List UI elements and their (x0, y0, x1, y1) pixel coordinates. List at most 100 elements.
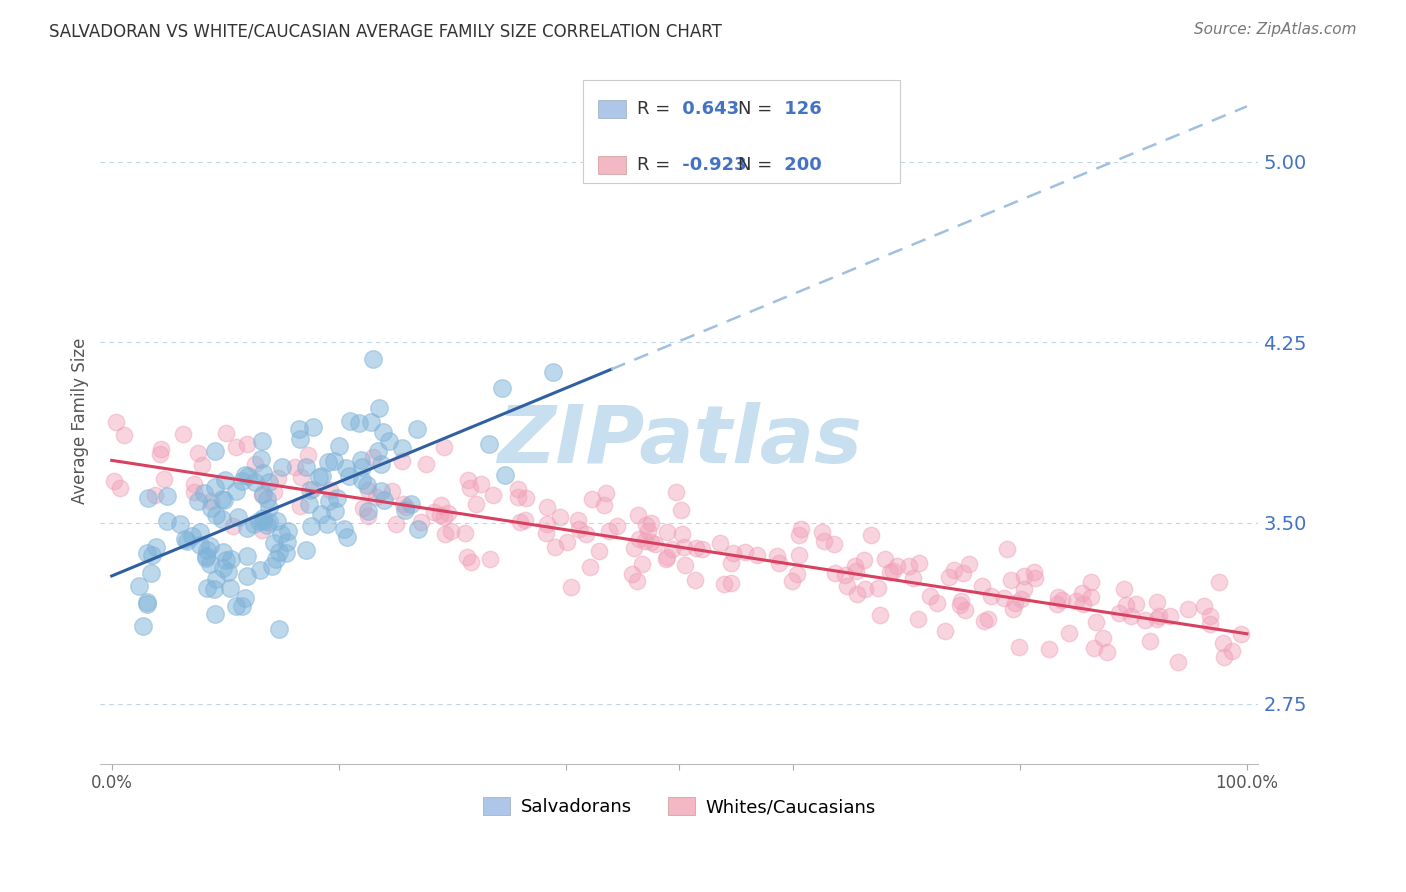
Text: Source: ZipAtlas.com: Source: ZipAtlas.com (1194, 22, 1357, 37)
Point (579, 559, 602, 574)
Text: 200: 200 (778, 156, 821, 174)
Point (1046, 590, 1069, 604)
Point (560, 580, 582, 594)
Point (433, 509, 456, 524)
Point (655, 550, 678, 565)
Point (150, 442, 173, 457)
Point (536, 500, 558, 514)
Point (288, 499, 311, 513)
Point (356, 478, 378, 492)
Point (1198, 608, 1220, 623)
Point (221, 552, 243, 566)
Point (391, 442, 413, 456)
Point (274, 545, 297, 559)
Point (548, 510, 571, 524)
Point (250, 523, 273, 537)
Point (1050, 592, 1073, 607)
Point (193, 486, 215, 500)
Point (813, 534, 835, 549)
Point (1146, 595, 1168, 609)
Point (993, 591, 1015, 605)
Point (347, 416, 370, 430)
Point (713, 577, 735, 591)
Point (454, 526, 477, 541)
Point (1092, 631, 1115, 645)
Point (276, 535, 298, 549)
Point (432, 440, 454, 454)
Point (357, 483, 380, 497)
Point (236, 437, 259, 451)
Point (335, 461, 357, 475)
Point (1022, 565, 1045, 579)
Point (318, 493, 340, 508)
Point (366, 490, 388, 504)
Point (187, 445, 209, 459)
Point (1115, 599, 1137, 613)
Point (394, 503, 416, 517)
Point (136, 491, 159, 506)
Point (766, 549, 789, 563)
Point (235, 569, 257, 583)
Point (350, 460, 373, 475)
Point (112, 428, 135, 442)
Point (325, 491, 347, 505)
Point (866, 581, 889, 595)
Point (135, 546, 157, 560)
Point (360, 415, 382, 429)
Point (190, 524, 212, 539)
Point (236, 549, 259, 563)
Point (980, 590, 1002, 604)
Text: R =: R = (637, 156, 671, 174)
Point (269, 622, 291, 636)
Point (323, 454, 346, 468)
Point (371, 425, 394, 440)
Point (1084, 615, 1107, 629)
Point (575, 526, 598, 541)
Point (1147, 608, 1170, 623)
Point (415, 457, 437, 471)
Point (595, 486, 617, 500)
Point (506, 482, 529, 496)
Point (1139, 634, 1161, 648)
Point (536, 517, 558, 532)
Point (328, 439, 350, 453)
Point (478, 436, 501, 450)
Point (747, 548, 769, 562)
Point (399, 496, 422, 510)
Point (277, 524, 299, 538)
Point (243, 457, 266, 471)
Point (302, 419, 325, 434)
Point (333, 522, 356, 536)
Point (1038, 641, 1060, 656)
Point (1212, 649, 1234, 664)
Point (169, 517, 191, 532)
Point (457, 473, 479, 487)
Point (316, 455, 339, 469)
Point (217, 566, 239, 580)
Point (316, 516, 339, 531)
Point (263, 484, 285, 499)
Text: N =: N = (738, 100, 772, 118)
Point (824, 566, 846, 580)
Point (198, 558, 221, 572)
Point (370, 484, 392, 499)
Point (204, 480, 226, 494)
Point (250, 434, 273, 449)
Point (720, 556, 742, 570)
Point (256, 518, 278, 533)
Point (257, 501, 280, 516)
Point (768, 556, 790, 570)
Point (370, 457, 392, 471)
Point (299, 483, 322, 497)
Point (270, 526, 292, 541)
Point (211, 491, 233, 506)
Point (1024, 571, 1046, 585)
Point (266, 515, 288, 529)
Point (543, 540, 565, 554)
Point (787, 548, 810, 562)
Point (534, 525, 557, 540)
Point (977, 612, 1000, 626)
Point (245, 475, 267, 489)
Point (311, 468, 333, 483)
Point (252, 514, 274, 528)
